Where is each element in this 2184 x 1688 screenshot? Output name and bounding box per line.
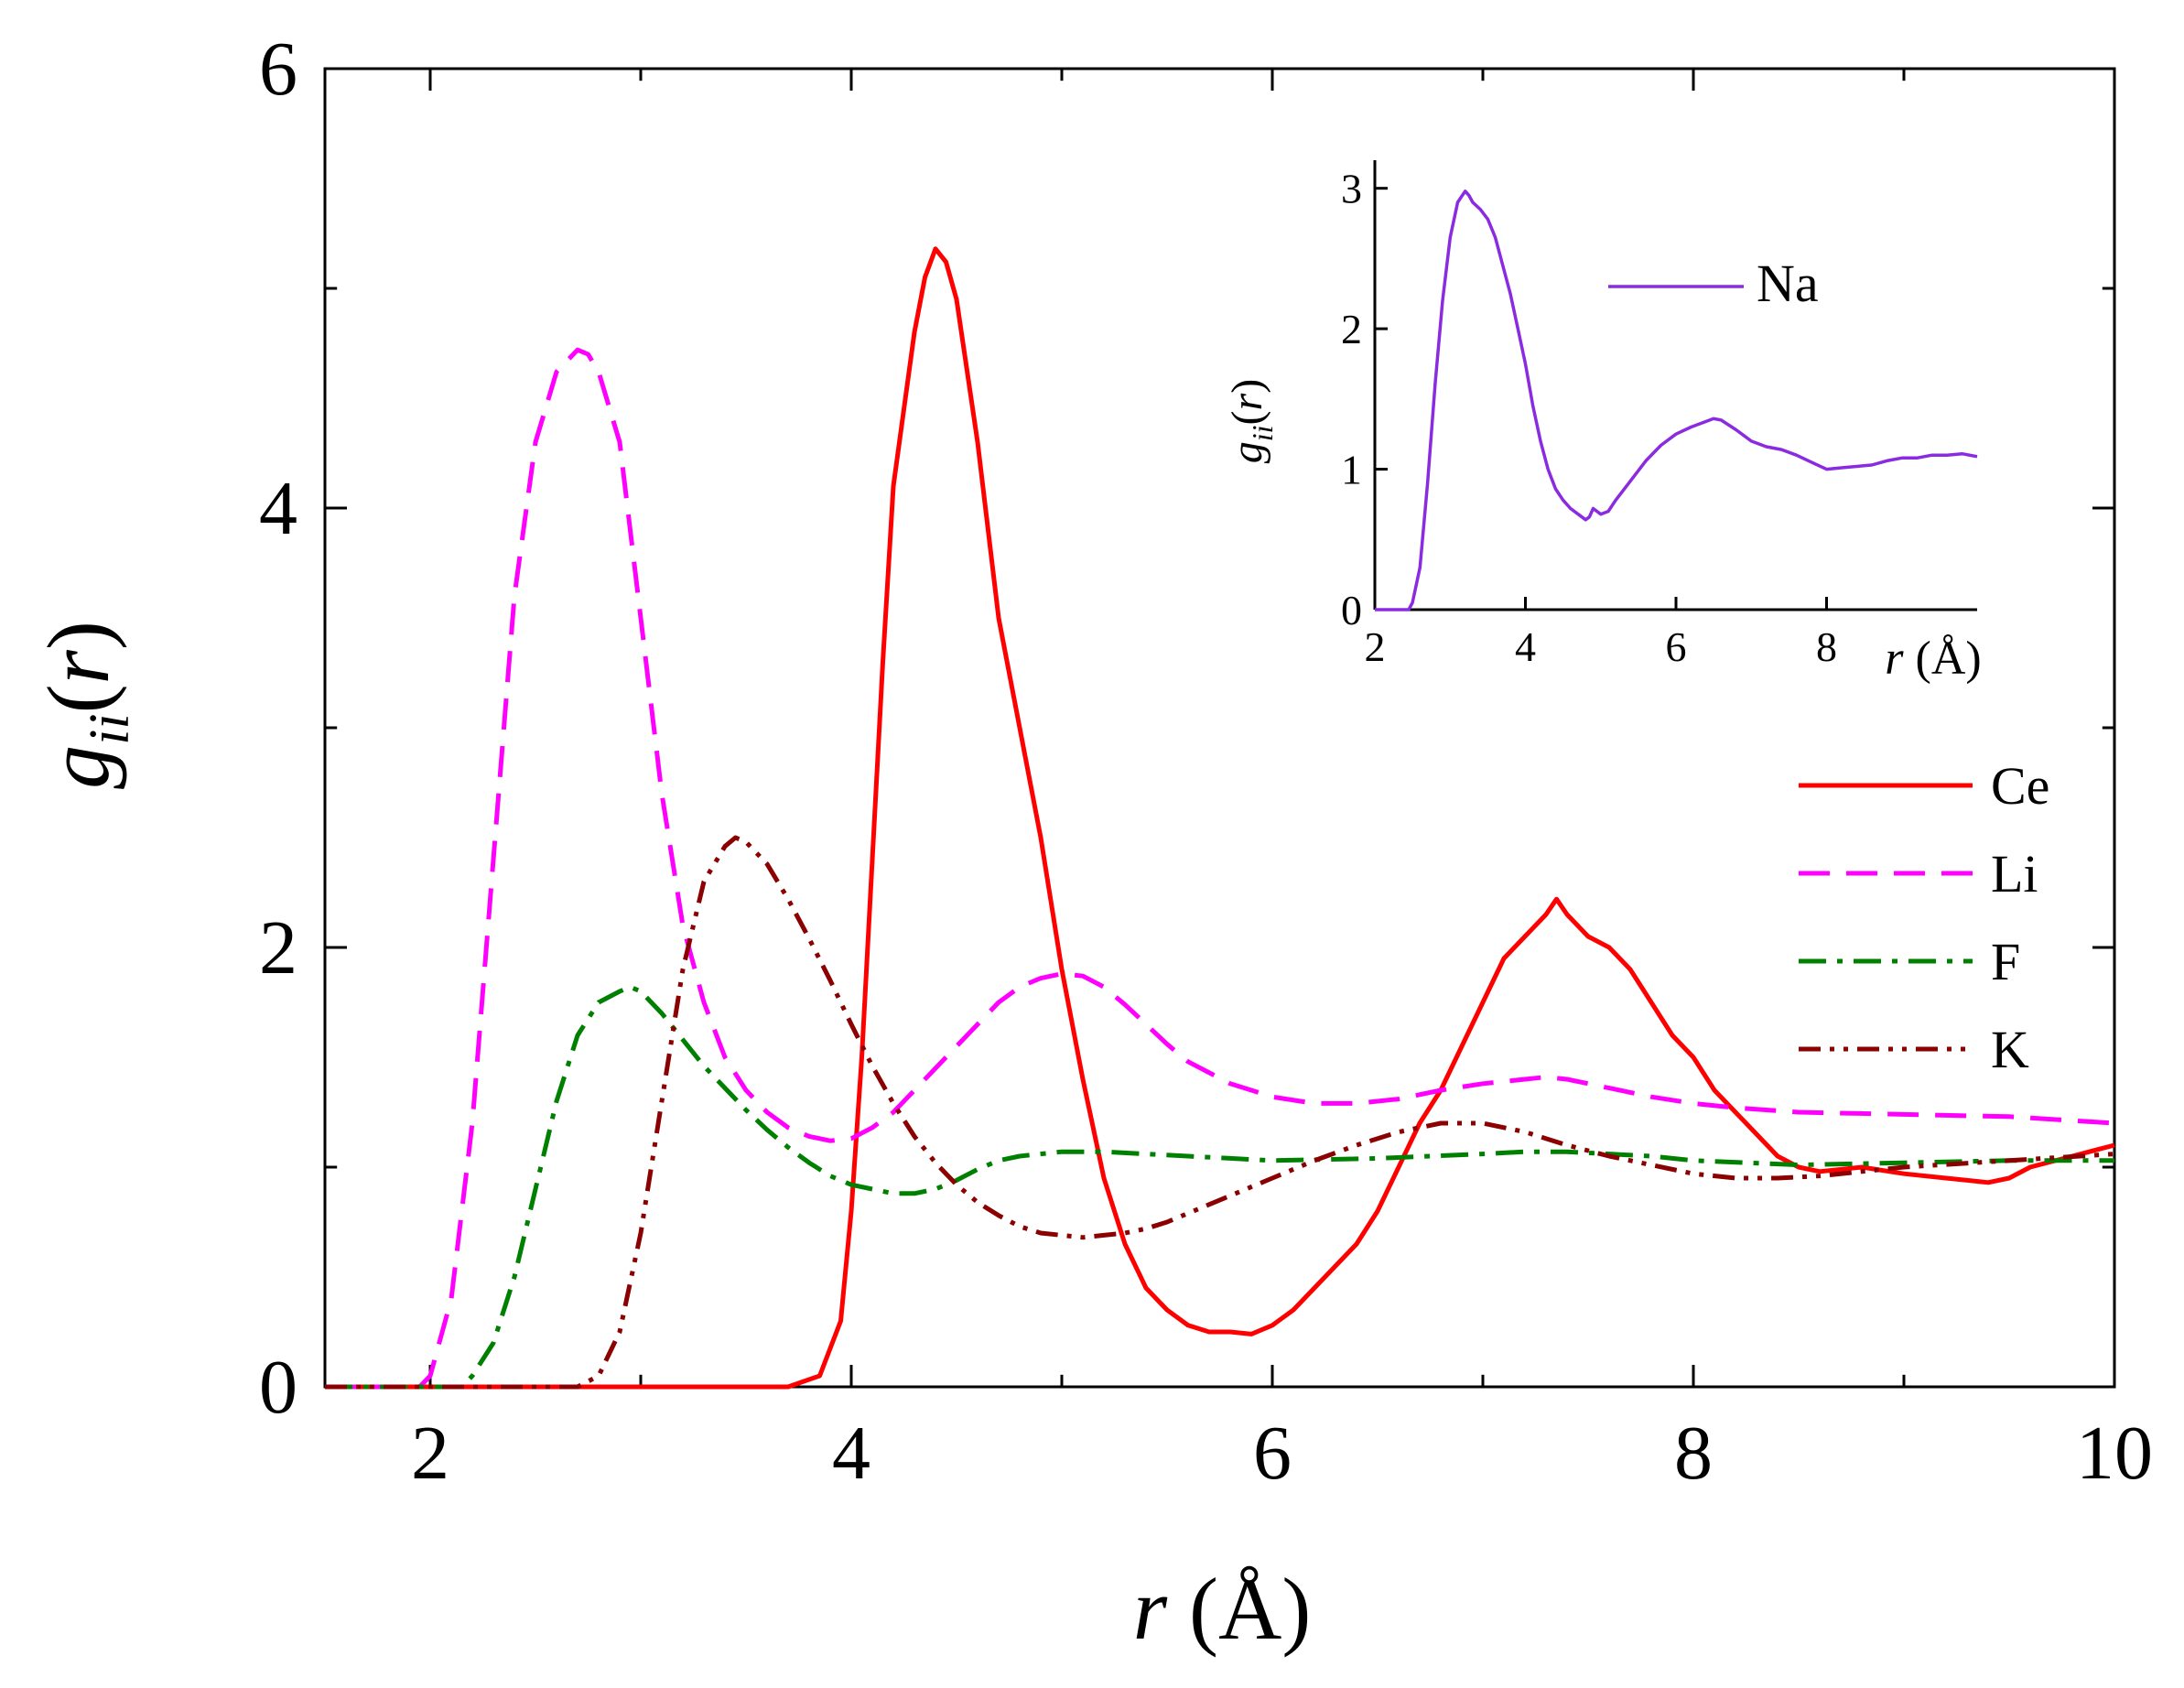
legend-label-k: K bbox=[1991, 1020, 2029, 1079]
series-line-f bbox=[325, 984, 2114, 1390]
main-x-axis-title: r (Å) bbox=[1133, 1560, 1312, 1658]
inset-x-axis-title: r (Å) bbox=[1885, 633, 1981, 685]
x-tick-label: 8 bbox=[1816, 623, 1837, 670]
y-tick-label: 0 bbox=[259, 1345, 297, 1430]
legend-label-li: Li bbox=[1991, 844, 2038, 904]
x-tick-label: 10 bbox=[2076, 1411, 2153, 1496]
series-line-li bbox=[325, 347, 2115, 1390]
legend-label-na: Na bbox=[1757, 254, 1819, 313]
inset-ticks: 2 4 6 8 0 1 2 3 bbox=[1341, 166, 1837, 670]
main-series bbox=[325, 246, 2115, 1390]
y-tick-label: 3 bbox=[1341, 166, 1362, 212]
y-tick-label: 6 bbox=[259, 27, 297, 112]
x-tick-label: 6 bbox=[1253, 1411, 1292, 1496]
x-tick-label: 4 bbox=[1515, 623, 1536, 670]
y-tick-label: 0 bbox=[1341, 587, 1362, 633]
inset-y-axis-title: gii(r) bbox=[1223, 379, 1279, 463]
y-tick-label: 2 bbox=[1341, 306, 1362, 352]
legend-label-f: F bbox=[1991, 932, 2020, 991]
y-tick-label: 2 bbox=[259, 905, 297, 990]
main-legend: Ce Li FK bbox=[1799, 756, 2049, 1079]
y-tick-label: 4 bbox=[259, 466, 297, 551]
x-tick-label: 6 bbox=[1666, 623, 1687, 670]
x-tick-label: 2 bbox=[411, 1411, 449, 1496]
inset-legend: Na bbox=[1608, 254, 1819, 313]
inset-plot: 2 4 6 8 0 1 2 3 gii(r) r (Å) Na bbox=[1223, 160, 1982, 685]
main-y-axis-title: gii(r) bbox=[29, 621, 141, 789]
x-tick-label: 8 bbox=[1674, 1411, 1713, 1496]
x-tick-label: 2 bbox=[1365, 623, 1386, 670]
legend-label-ce: Ce bbox=[1991, 756, 2049, 816]
series-line-k bbox=[325, 835, 2115, 1390]
inset-series bbox=[1375, 189, 1978, 611]
series-line-ce bbox=[325, 246, 2115, 1390]
series-line-na bbox=[1375, 189, 1978, 611]
x-tick-label: 4 bbox=[832, 1411, 870, 1496]
y-tick-label: 1 bbox=[1341, 447, 1362, 493]
